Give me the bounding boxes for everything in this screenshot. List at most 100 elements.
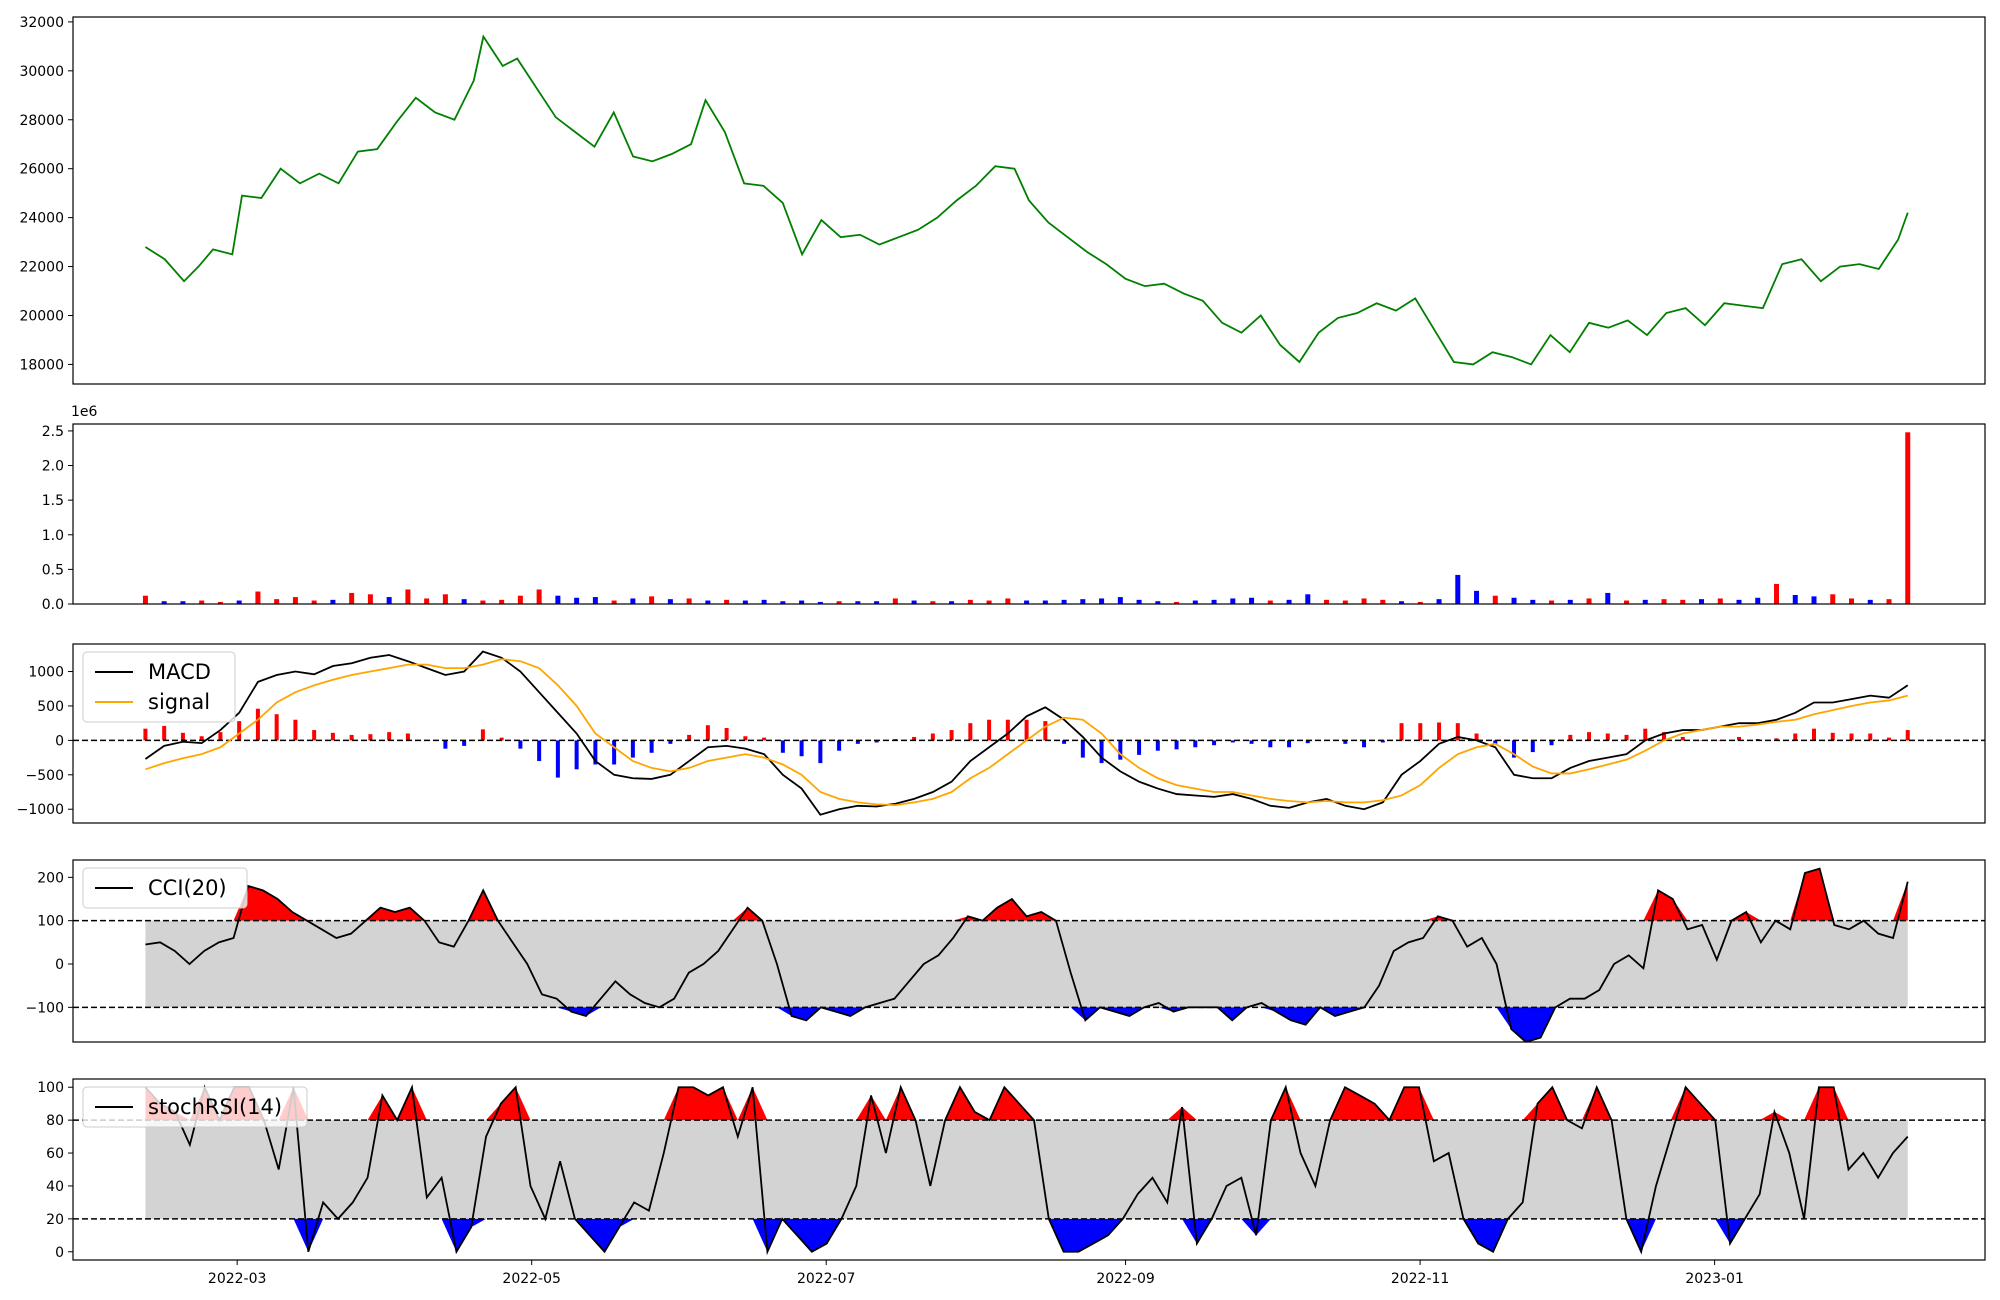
macd-histogram-bar <box>1212 740 1217 746</box>
volume-ytick-label: 1.0 <box>42 528 64 544</box>
volume-bar <box>1436 599 1442 604</box>
cci-above-fill <box>145 868 1908 921</box>
volume-bar <box>1230 598 1236 604</box>
cci-line <box>145 867 1909 1042</box>
macd-histogram-bar <box>949 730 954 741</box>
macd-histogram-bar <box>968 723 973 741</box>
macd-histogram-bar <box>912 736 917 741</box>
volume-ytick-label: 2.0 <box>42 459 64 475</box>
macd-histogram-bar <box>1624 734 1629 741</box>
volume-bar <box>1849 598 1855 604</box>
price-ytick-label: 28000 <box>19 113 64 129</box>
volume-bar <box>536 589 542 604</box>
macd-series-macd <box>144 650 1909 816</box>
volume-bar <box>724 599 730 604</box>
volume-bar <box>1005 598 1011 604</box>
volume-bar <box>1811 596 1817 604</box>
stochrsi-line <box>144 1083 1909 1256</box>
volume-frame <box>72 423 1986 605</box>
volume-bar <box>142 595 148 604</box>
volume-ytick-label: 2.5 <box>42 424 64 440</box>
cci-ytick-label: 100 <box>37 914 64 930</box>
volume-bar <box>1905 432 1911 604</box>
macd-histogram-bar <box>837 740 842 751</box>
macd-histogram-bar <box>1174 740 1179 750</box>
macd-histogram-bar <box>1099 740 1104 764</box>
cci-ytick-label: 200 <box>37 870 64 886</box>
volume-bar <box>630 598 636 604</box>
volume-bar <box>1286 599 1292 604</box>
macd-histogram-bar <box>180 732 185 741</box>
volume-bar <box>1267 600 1273 604</box>
volume-bar <box>1567 599 1573 604</box>
volume-multiplier: 1e6 <box>71 404 98 420</box>
macd-histogram-bar <box>1493 740 1498 744</box>
stochrsi-ytick-label: 100 <box>37 1080 64 1096</box>
volume-bar <box>1717 598 1723 604</box>
volume-bar <box>667 599 673 604</box>
macd-histogram-bar <box>405 733 410 741</box>
volume-bar <box>1605 592 1611 604</box>
macd-histogram-bar <box>1287 740 1292 748</box>
macd-panel: −1000 −500 0 500 1000 MACD signal <box>17 643 1986 824</box>
macd-histogram-bar <box>1530 740 1535 753</box>
macd-histogram-bar <box>1568 734 1573 741</box>
macd-histogram-bar <box>349 734 354 741</box>
volume-bar <box>517 595 523 604</box>
volume-bar <box>1061 599 1067 604</box>
volume-bar <box>1174 601 1180 604</box>
macd-histogram-bar <box>930 733 935 741</box>
date-tick-label: 2022-09 <box>1096 1271 1155 1287</box>
volume-bar <box>1792 595 1798 604</box>
volume-bar <box>199 600 205 604</box>
macd-histogram-bar <box>1549 740 1554 746</box>
macd-histogram-bar <box>818 740 823 764</box>
macd-histogram-bar <box>237 721 242 741</box>
macd-histogram-bar <box>649 740 654 753</box>
macd-histogram-bar <box>743 736 748 741</box>
macd-series-signal <box>145 658 1908 807</box>
volume-bar <box>761 599 767 604</box>
volume-bar <box>349 592 355 604</box>
volume-bar <box>986 600 992 604</box>
price-ytick-label: 18000 <box>19 357 64 373</box>
volume-bar <box>574 597 580 604</box>
volume-bar <box>1886 599 1892 604</box>
macd-histogram-bar <box>312 730 317 741</box>
macd-histogram-bar <box>1137 740 1142 755</box>
volume-bar <box>1155 601 1161 604</box>
macd-histogram-bar <box>574 740 579 770</box>
macd-histogram-bar <box>1230 740 1235 743</box>
cci-below-fill <box>145 1007 1908 1042</box>
macd-histogram-bar <box>1812 728 1817 741</box>
volume-bar <box>911 600 917 604</box>
macd-histogram-bar <box>499 737 504 741</box>
macd-histogram-bar <box>1605 733 1610 741</box>
volume-bar <box>1324 599 1330 604</box>
macd-histogram-bar <box>1662 732 1667 741</box>
volume-bar <box>1736 599 1742 604</box>
price-ytick-label: 20000 <box>19 308 64 324</box>
macd-histogram-bar <box>1024 719 1029 741</box>
volume-bar <box>1361 598 1367 604</box>
cci-legend <box>82 867 248 909</box>
date-tick-label: 2023-01 <box>1685 1271 1744 1287</box>
volume-ytick-label: 1.5 <box>42 493 64 509</box>
volume-bar <box>461 599 467 604</box>
cci-panel: −100 0 100 200 CCI(20) <box>26 859 1986 1043</box>
macd-histogram-bar <box>1474 733 1479 741</box>
macd-histogram-bar <box>1437 722 1442 741</box>
macd-histogram-bar <box>1193 740 1198 748</box>
volume-bar <box>649 596 655 604</box>
macd-histogram-bar <box>199 736 204 741</box>
volume-bar <box>855 601 861 604</box>
volume-bar <box>255 591 261 604</box>
macd-histogram-bar <box>1643 728 1648 741</box>
price-ytick-label: 32000 <box>19 15 64 31</box>
volume-bar <box>1192 600 1198 604</box>
volume-bar <box>1042 600 1048 604</box>
volume-bar <box>1342 600 1348 604</box>
volume-bar <box>330 599 336 604</box>
volume-bar <box>780 601 786 604</box>
stochrsi-legend <box>82 1086 308 1128</box>
